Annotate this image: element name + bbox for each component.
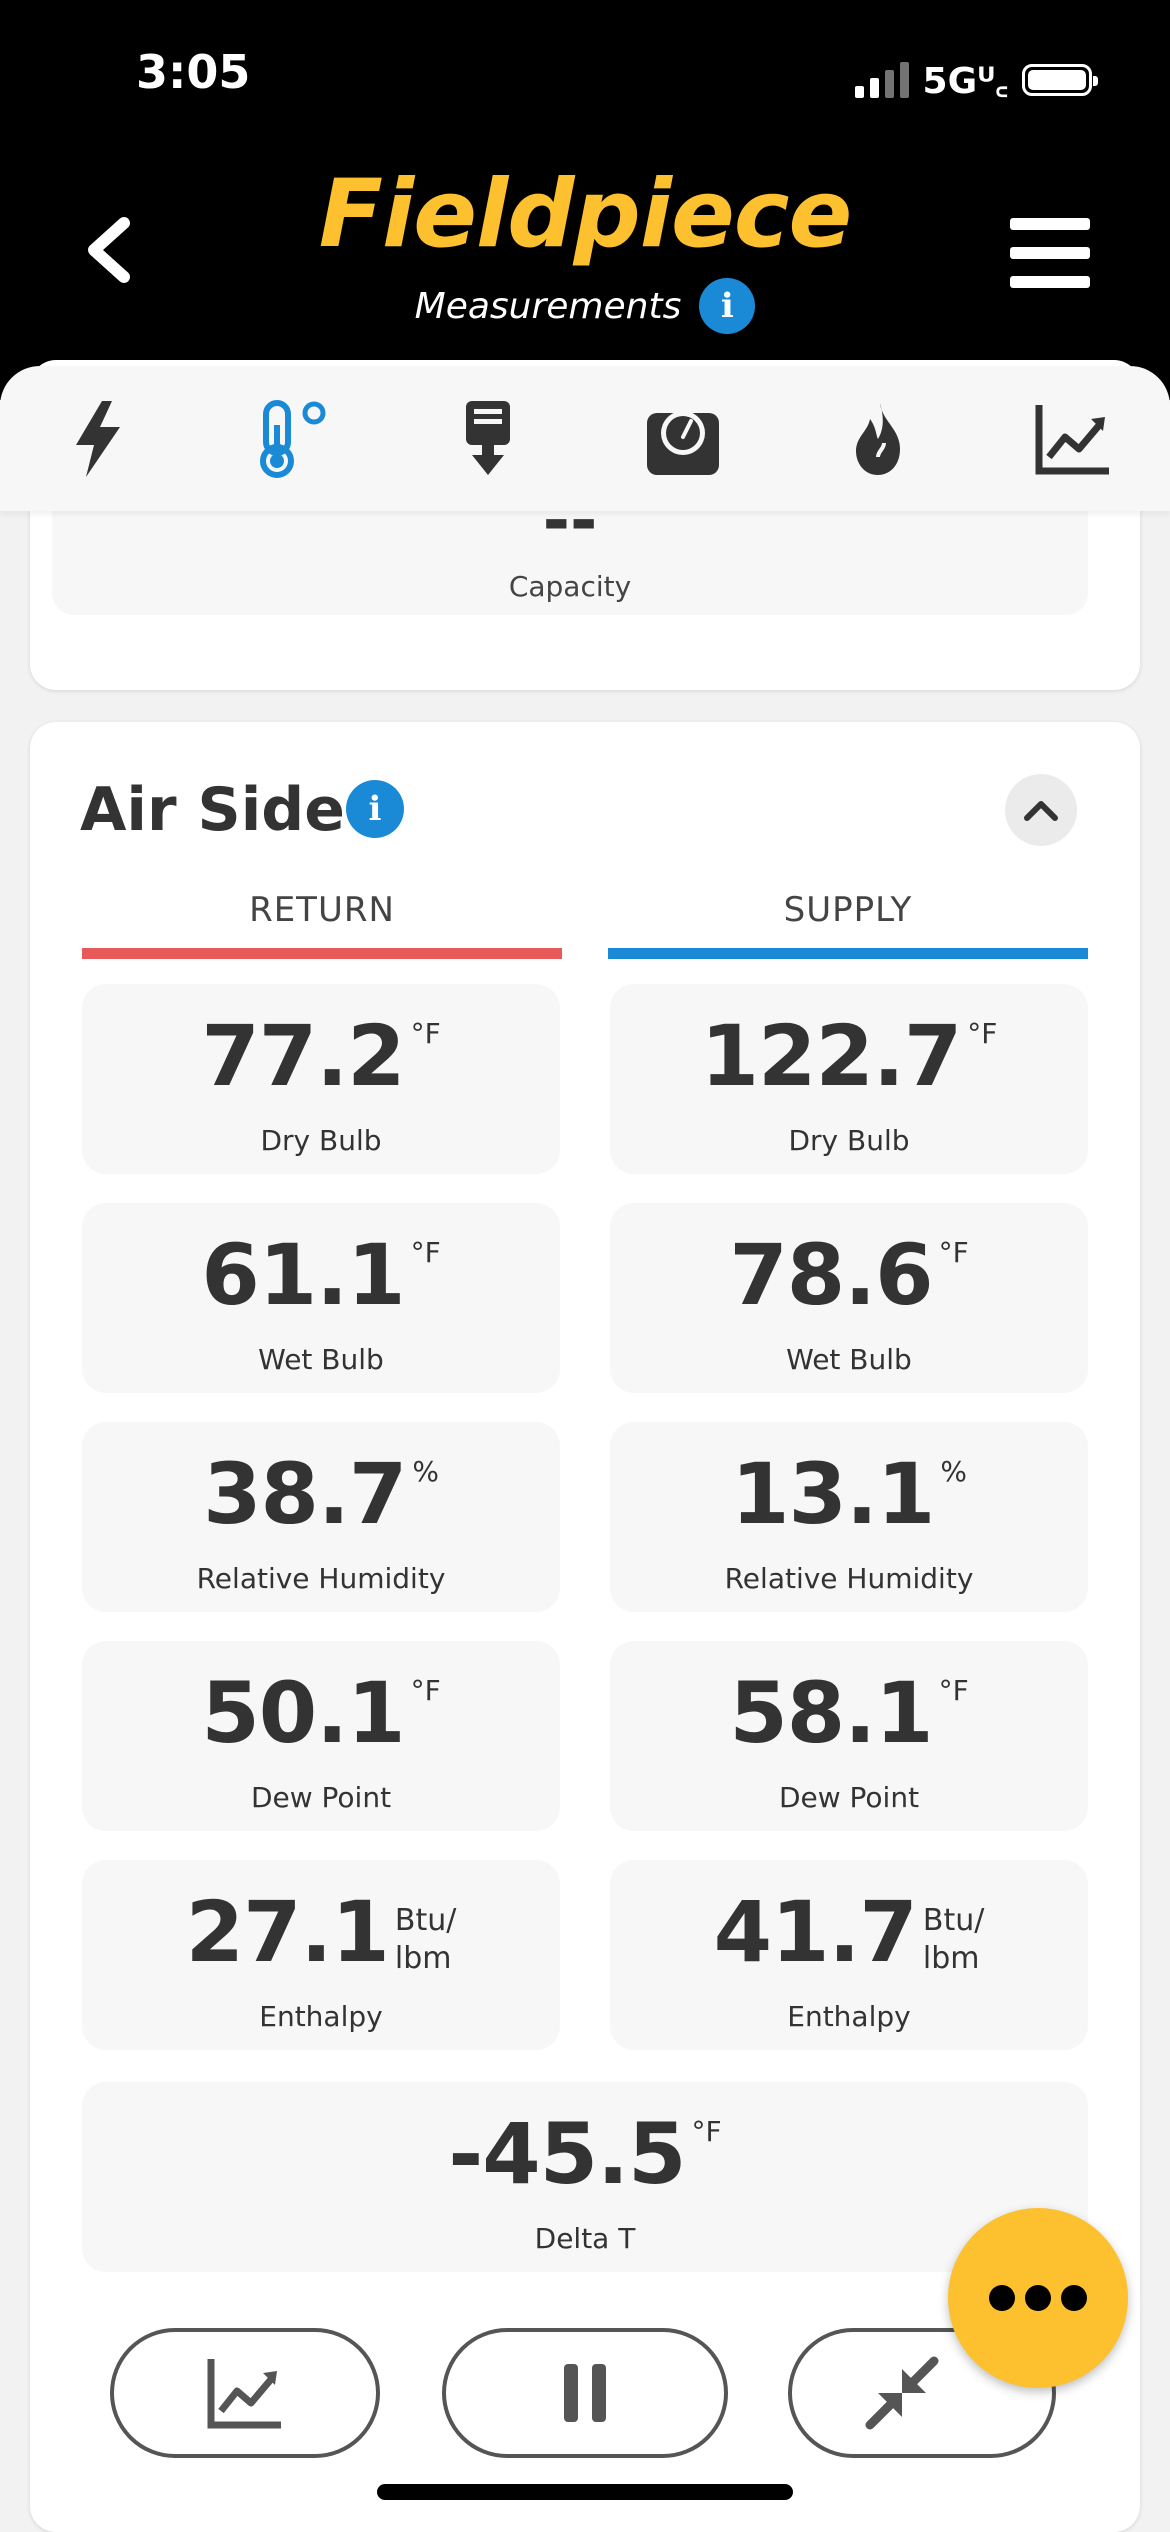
measurement-unit: °F [938,1674,969,1707]
download-icon [465,400,510,475]
measurement-value: 50.1 [201,1664,405,1762]
measurement-value: 122.7 [700,1007,963,1105]
supply-enthalpy-tile[interactable]: 41.7 Btu/lbm Enthalpy [610,1860,1088,2050]
chevron-up-icon [1024,801,1058,821]
measurement-unit: Btu/lbm [922,1903,985,1976]
measurement-unit: °F [967,1017,998,1050]
measurement-label: Dry Bulb [788,1124,910,1157]
measurement-label: Enthalpy [259,2000,383,2033]
measurement-unit: % [412,1455,439,1488]
flame-icon [855,402,900,475]
pause-icon [564,2364,606,2422]
tab-electrical[interactable] [43,384,153,494]
back-button[interactable] [80,215,140,285]
return-dry-bulb-tile[interactable]: 77.2 °F Dry Bulb [82,984,560,1174]
measurement-unit: % [940,1455,967,1488]
category-tabs [0,366,1170,511]
tab-pressure[interactable] [628,384,738,494]
tab-combustion[interactable] [823,384,933,494]
tab-graph[interactable] [1018,384,1128,494]
return-dew-point-tile[interactable]: 50.1 °F Dew Point [82,1641,560,1831]
measurement-value: 13.1 [731,1445,935,1543]
bolt-icon [75,400,120,477]
header-subtitle-row: Measurements i [0,278,1170,334]
measurement-label: Relative Humidity [196,1562,446,1595]
status-time: 3:05 [136,45,251,99]
measurement-unit: °F [691,2115,722,2148]
measurement-value: 38.7 [203,1445,407,1543]
header: 3:05 5Gᵁ꜀ Fieldpiece Measurements i [0,0,1170,400]
measurement-value: -45.5 [448,2105,686,2203]
battery-icon [1022,63,1098,96]
home-indicator[interactable] [377,2484,793,2500]
air-side-info-button[interactable]: i [346,780,404,838]
measurement-label: Wet Bulb [786,1343,912,1376]
supply-wet-bulb-tile[interactable]: 78.6 °F Wet Bulb [610,1203,1088,1393]
measurement-label: Dew Point [778,1781,920,1814]
return-humidity-tile[interactable]: 38.7% Relative Humidity [82,1422,560,1612]
section-title: Air Side [80,775,345,845]
chart-icon [207,2359,281,2429]
supply-dew-point-tile[interactable]: 58.1 °F Dew Point [610,1641,1088,1831]
signal-icon [854,61,909,98]
return-bar [82,948,562,959]
brand-logo: Fieldpiece [318,160,852,269]
info-icon[interactable]: i [346,780,404,838]
measurement-value: 58.1 [729,1664,933,1762]
collapse-button[interactable] [1005,774,1077,846]
more-dot [1025,2285,1051,2311]
tab-airflow[interactable] [433,384,543,494]
chevron-left-icon [88,217,130,283]
measurement-label: Enthalpy [787,2000,911,2033]
tab-temperature[interactable] [238,384,348,494]
return-wet-bulb-tile[interactable]: 61.1 °F Wet Bulb [82,1203,560,1393]
pause-button[interactable] [442,2328,728,2458]
thermometer-icon [259,399,325,478]
measurement-value: 27.1 [185,1883,390,1981]
measurement-label: Relative Humidity [724,1562,974,1595]
return-header: RETURN [249,890,395,930]
measurement-unit: °F [410,1017,441,1050]
more-dot [1061,2285,1087,2311]
supply-bar [608,948,1088,959]
delta-t-tile[interactable]: -45.5 °F Delta T [82,2082,1088,2272]
measurement-unit: °F [410,1674,441,1707]
chart-icon [1035,404,1109,474]
measurement-unit: °F [410,1236,441,1269]
page-title: Measurements [414,285,682,327]
network-type: 5Gᵁ꜀ [922,61,1008,102]
measurement-label: Delta T [534,2222,636,2255]
gauge-icon [646,410,719,475]
measurement-label: Wet Bulb [258,1343,384,1376]
measurement-label: Dew Point [250,1781,392,1814]
compress-icon [865,2356,939,2430]
more-dot [989,2285,1015,2311]
supply-header: SUPPLY [783,890,913,930]
measurement-label: Dry Bulb [260,1124,382,1157]
status-icons: 5Gᵁ꜀ [854,55,1098,104]
info-icon[interactable]: i [699,278,756,334]
measurement-unit: °F [938,1236,969,1269]
supply-humidity-tile[interactable]: 13.1% Relative Humidity [610,1422,1088,1612]
measurement-value: 78.6 [729,1226,933,1324]
measurement-unit: Btu/lbm [394,1903,457,1976]
measurement-value: 61.1 [201,1226,405,1324]
graph-button[interactable] [110,2328,380,2458]
return-enthalpy-tile[interactable]: 27.1 Btu/lbm Enthalpy [82,1860,560,2050]
measurement-value: 41.7 [713,1883,918,1981]
capacity-label: Capacity [508,570,632,603]
supply-dry-bulb-tile[interactable]: 122.7 °F Dry Bulb [610,984,1088,1174]
more-options-button[interactable] [948,2208,1128,2388]
measurement-value: 77.2 [201,1007,405,1105]
menu-button[interactable] [1010,218,1090,288]
